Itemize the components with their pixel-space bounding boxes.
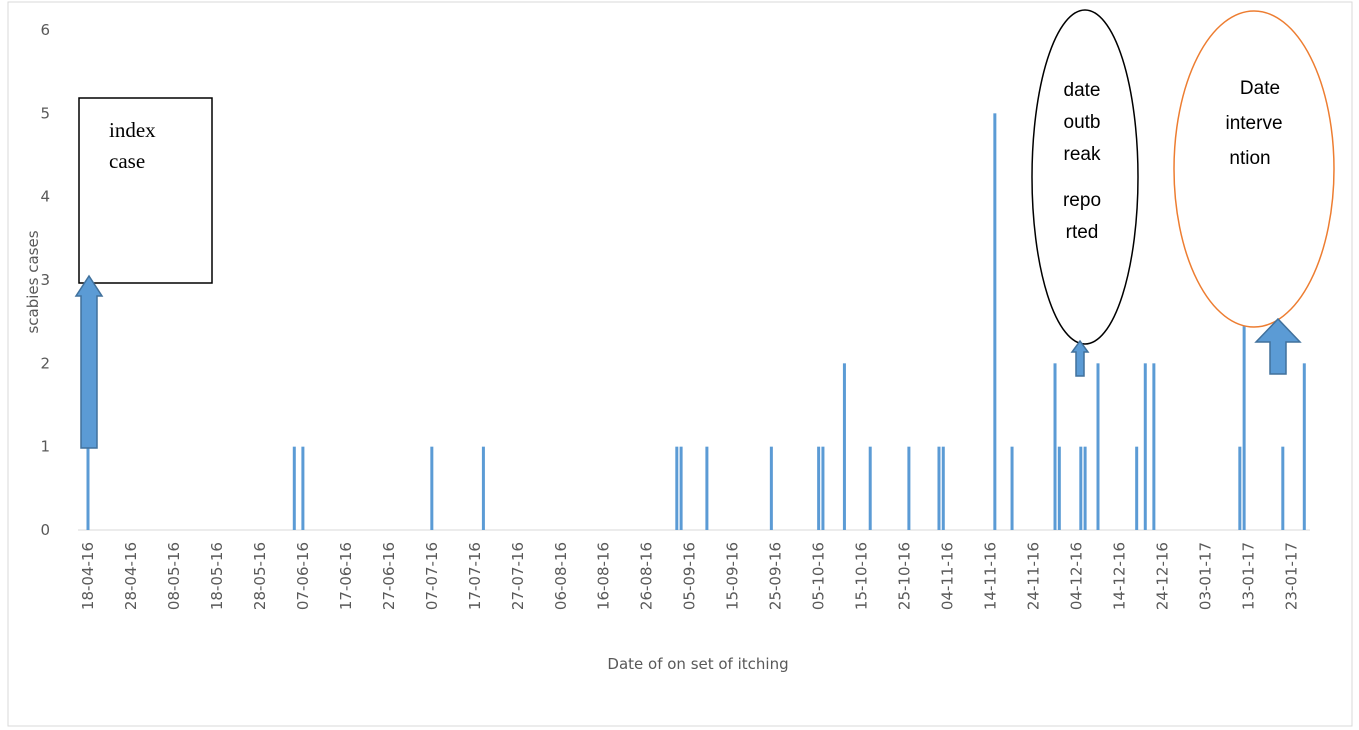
bar [481,446,485,530]
x-tick-label: 26-08-16 [638,542,656,610]
intervention-annotation: Date interve ntion [1173,10,1335,375]
outbreak-reported-ellipse [1031,9,1139,345]
y-tick-label: 6 [40,21,50,39]
x-tick-label: 17-06-16 [337,542,355,610]
y-tick-label: 2 [40,354,50,372]
x-tick-label: 14-11-16 [982,542,1000,610]
bar [430,446,434,530]
bar [1135,446,1139,530]
x-axis: 18-04-16 28-04-16 08-05-16 18-05-16 28-05-16… [78,529,1310,610]
x-tick-label: 05-09-16 [681,542,699,610]
bars [86,113,1306,530]
x-tick-label: 28-04-16 [122,542,140,610]
y-tick-label: 0 [40,521,50,539]
x-axis-title: Date of on set of itching [607,655,788,673]
x-tick-label: 13-01-17 [1239,542,1257,610]
x-tick-label: 14-12-16 [1110,542,1128,610]
x-tick-label: 18-04-16 [79,542,97,610]
bar [292,446,296,530]
bar [679,446,683,530]
outbreak-label-line-2: outb [1064,112,1101,133]
y-axis: 0 1 2 3 4 5 6 [40,21,50,539]
bar [769,446,773,530]
y-tick-label: 3 [40,271,50,289]
bar [1238,446,1242,530]
bar [1083,446,1087,530]
x-tick-label: 04-11-16 [939,542,957,610]
index-case-label-line-1: index [109,118,156,142]
intervention-label-line-2: interve [1225,113,1282,134]
intervention-label-line-1: Date [1240,78,1280,99]
x-tick-label: 18-05-16 [208,542,226,610]
bar [817,446,821,530]
bar [1143,363,1147,530]
bar [1281,446,1285,530]
x-tick-label: 23-01-17 [1282,542,1300,610]
bar [1010,446,1014,530]
outbreak-reported-annotation: date outb reak repo rted [1031,9,1139,377]
bar [1152,363,1156,530]
bar [1096,363,1100,530]
x-tick-label: 17-07-16 [466,542,484,610]
y-axis-title: scabies cases [24,230,42,333]
y-tick-label: 5 [40,104,50,122]
bar [907,446,911,530]
x-tick-label: 07-07-16 [423,542,441,610]
x-tick-label: 25-10-16 [896,542,914,610]
intervention-label-line-3: ntion [1229,148,1270,169]
bar [1302,363,1306,530]
index-case-arrow-icon [74,274,104,449]
x-tick-label: 24-12-16 [1153,542,1171,610]
x-tick-label: 03-01-17 [1196,542,1214,610]
x-tick-label: 04-12-16 [1068,542,1086,610]
bar [301,446,305,530]
bar [675,446,679,530]
outbreak-arrow-icon [1070,339,1090,377]
bar [1053,363,1057,530]
x-tick-label: 24-11-16 [1025,542,1043,610]
y-tick-label: 4 [40,188,50,206]
bar [86,446,90,530]
bar [1079,446,1083,530]
outbreak-label-line-3: reak [1064,144,1101,165]
x-tick-label: 08-05-16 [165,542,183,610]
bar [868,446,872,530]
x-tick-label: 27-07-16 [509,542,527,610]
x-tick-label: 25-09-16 [767,542,785,610]
bar [705,446,709,530]
bar [1242,280,1246,530]
y-tick-label: 1 [40,438,50,456]
index-case-annotation: index case [74,97,213,449]
x-tick-label: 28-05-16 [251,542,269,610]
outbreak-label-line-5: rted [1066,222,1099,243]
intervention-ellipse [1173,10,1335,328]
index-case-box [78,97,213,284]
bar [821,446,825,530]
x-tick-label: 07-06-16 [294,542,312,610]
bar [993,113,997,530]
x-tick-label: 15-09-16 [724,542,742,610]
x-tick-label: 05-10-16 [810,542,828,610]
x-tick-label: 06-08-16 [552,542,570,610]
bar [1057,446,1061,530]
x-tick-label: 15-10-16 [853,542,871,610]
bar [937,446,941,530]
outbreak-label-line-4: repo [1063,190,1101,211]
x-tick-label: 16-08-16 [595,542,613,610]
x-tick-label: 27-06-16 [380,542,398,610]
index-case-label-line-2: case [109,149,145,173]
outbreak-label-line-1: date [1064,80,1101,101]
bar [941,446,945,530]
intervention-arrow-icon [1254,317,1302,375]
bar [842,363,846,530]
